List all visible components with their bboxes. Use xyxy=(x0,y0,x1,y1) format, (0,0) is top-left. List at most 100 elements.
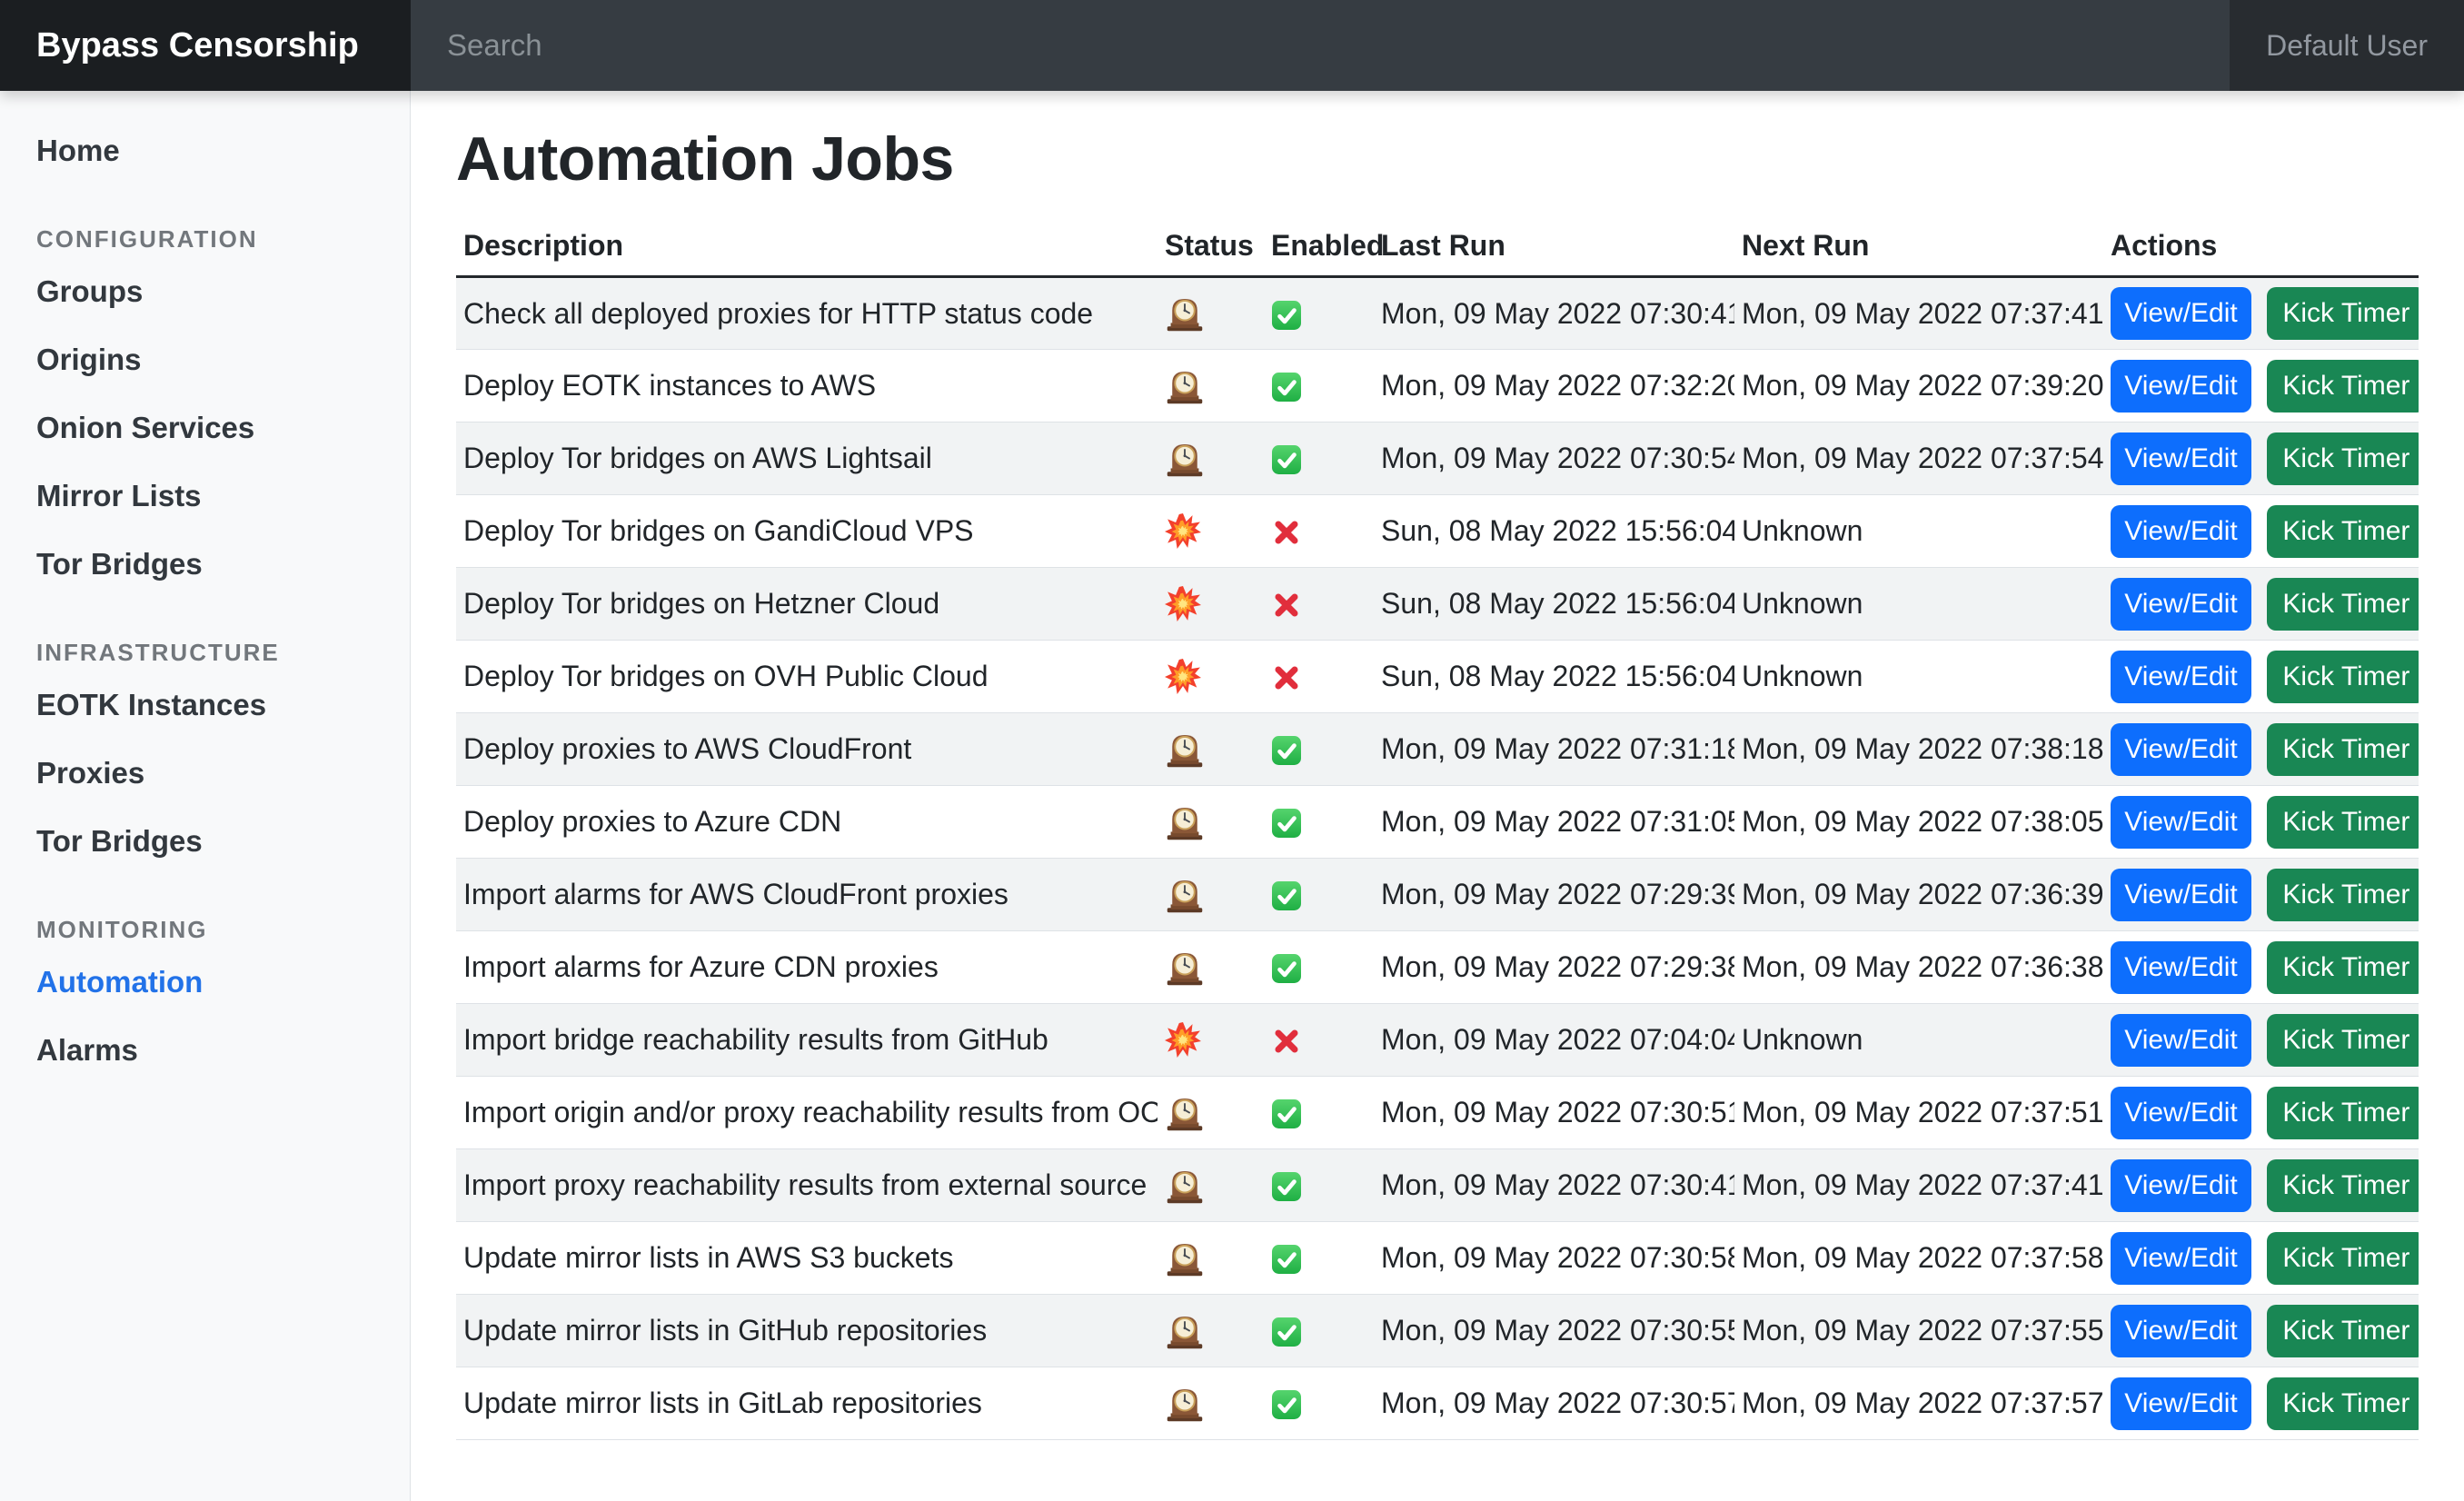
view-edit-button[interactable]: View/Edit xyxy=(2111,1158,2251,1212)
kick-timer-button[interactable]: Kick Timer xyxy=(2266,1304,2419,1357)
view-edit-button[interactable]: View/Edit xyxy=(2111,868,2251,921)
view-edit-button[interactable]: View/Edit xyxy=(2111,1086,2251,1139)
view-edit-button[interactable]: View/Edit xyxy=(2111,577,2251,631)
enabled-check-icon xyxy=(1272,373,1301,403)
view-edit-button[interactable]: View/Edit xyxy=(2111,287,2251,340)
kick-timer-button[interactable]: Kick Timer xyxy=(2266,1013,2419,1067)
table-row: Deploy proxies to Azure CDN xyxy=(456,786,2419,859)
enabled-check-icon xyxy=(1272,1390,1301,1420)
job-description: Update mirror lists in AWS S3 buckets xyxy=(463,1241,954,1274)
sidebar-item-automation[interactable]: Automation xyxy=(36,964,204,999)
job-last-run: Mon, 09 May 2022 07:04:04 xyxy=(1381,1023,1734,1056)
enabled-check-icon xyxy=(1272,1172,1301,1202)
kick-timer-button[interactable]: Kick Timer xyxy=(2266,650,2419,703)
job-last-run: Mon, 09 May 2022 07:31:05 xyxy=(1381,805,1734,838)
sidebar: Home CONFIGURATION Groups Origins Onion … xyxy=(0,91,411,1501)
kick-timer-button[interactable]: Kick Timer xyxy=(2266,1158,2419,1212)
view-edit-button[interactable]: View/Edit xyxy=(2111,1013,2251,1067)
job-last-run: Mon, 09 May 2022 07:30:41 xyxy=(1381,1168,1734,1201)
user-menu[interactable]: Default User xyxy=(2230,0,2464,91)
view-edit-button[interactable]: View/Edit xyxy=(2111,1304,2251,1357)
view-edit-button[interactable]: View/Edit xyxy=(2111,795,2251,849)
enabled-check-icon xyxy=(1272,1245,1301,1275)
table-row: Deploy Tor bridges on GandiCloud VPS xyxy=(456,495,2419,568)
job-last-run: Mon, 09 May 2022 07:30:58 xyxy=(1381,1241,1734,1274)
table-row: Deploy proxies to AWS CloudFront xyxy=(456,712,2419,786)
sidebar-item-tor-bridges[interactable]: Tor Bridges xyxy=(36,823,203,858)
kick-timer-button[interactable]: Kick Timer xyxy=(2266,1231,2419,1285)
table-row: Import alarms for Azure CDN proxies xyxy=(456,931,2419,1004)
table-row: Deploy Tor bridges on OVH Public Cloud xyxy=(456,641,2419,713)
sidebar-item-mirror-lists[interactable]: Mirror Lists xyxy=(36,478,202,512)
job-last-run: Sun, 08 May 2022 15:56:04 xyxy=(1381,587,1734,620)
job-description: Check all deployed proxies for HTTP stat… xyxy=(463,296,1094,330)
collision-icon xyxy=(1165,658,1201,694)
main-content: Automation Jobs Description Status Enabl… xyxy=(411,91,2464,1501)
enabled-check-icon xyxy=(1272,445,1301,475)
job-description: Import origin and/or proxy reachability … xyxy=(463,1096,1157,1128)
disabled-cross-icon xyxy=(1275,521,1298,544)
mantel-clock-icon xyxy=(1167,1388,1203,1422)
sidebar-item-home[interactable]: Home xyxy=(36,133,120,167)
view-edit-button[interactable]: View/Edit xyxy=(2111,359,2251,413)
job-last-run: Mon, 09 May 2022 07:30:51 xyxy=(1381,1096,1734,1128)
job-description: Deploy proxies to AWS CloudFront xyxy=(463,732,912,765)
sidebar-item-alarms[interactable]: Alarms xyxy=(36,1032,138,1067)
column-enabled: Enabled xyxy=(1264,216,1384,278)
sidebar-item-onion-services[interactable]: Onion Services xyxy=(36,410,255,444)
table-row: Check all deployed proxies for HTTP stat… xyxy=(456,276,2419,350)
job-next-run: Mon, 09 May 2022 07:37:58 xyxy=(1742,1241,2103,1274)
enabled-check-icon xyxy=(1272,881,1301,911)
job-next-run: Mon, 09 May 2022 07:37:54 xyxy=(1742,442,2103,474)
page-title: Automation Jobs xyxy=(456,124,954,194)
kick-timer-button[interactable]: Kick Timer xyxy=(2266,722,2419,776)
view-edit-button[interactable]: View/Edit xyxy=(2111,432,2251,485)
kick-timer-button[interactable]: Kick Timer xyxy=(2266,940,2419,994)
job-description: Import alarms for AWS CloudFront proxies xyxy=(463,878,1008,910)
job-next-run: Mon, 09 May 2022 07:36:38 xyxy=(1742,950,2103,983)
kick-timer-button[interactable]: Kick Timer xyxy=(2266,359,2419,413)
column-last-run: Last Run xyxy=(1374,216,1734,278)
sidebar-section-header: INFRASTRUCTURE xyxy=(36,638,280,666)
table-row: Import bridge reachability results from … xyxy=(456,1003,2419,1077)
enabled-check-icon xyxy=(1272,300,1301,330)
sidebar-item-eotk-instances[interactable]: EOTK Instances xyxy=(36,687,267,721)
job-last-run: Mon, 09 May 2022 07:29:39 xyxy=(1381,878,1734,910)
search-input[interactable] xyxy=(411,0,2231,91)
disabled-cross-icon xyxy=(1275,1029,1298,1053)
table-row: Deploy EOTK instances to AWS xyxy=(456,350,2419,422)
sidebar-item-origins[interactable]: Origins xyxy=(36,342,142,376)
collision-icon xyxy=(1165,512,1201,549)
disabled-cross-icon xyxy=(1275,593,1298,617)
kick-timer-button[interactable]: Kick Timer xyxy=(2266,1377,2419,1430)
sidebar-item-proxies[interactable]: Proxies xyxy=(36,755,145,790)
kick-timer-button[interactable]: Kick Timer xyxy=(2266,577,2419,631)
view-edit-button[interactable]: View/Edit xyxy=(2111,722,2251,776)
view-edit-button[interactable]: View/Edit xyxy=(2111,1377,2251,1430)
kick-timer-button[interactable]: Kick Timer xyxy=(2266,795,2419,849)
view-edit-button[interactable]: View/Edit xyxy=(2111,1231,2251,1285)
column-actions: Actions xyxy=(2103,216,2419,278)
kick-timer-button[interactable]: Kick Timer xyxy=(2266,504,2419,558)
mantel-clock-icon xyxy=(1167,1170,1203,1204)
kick-timer-button[interactable]: Kick Timer xyxy=(2266,432,2419,485)
table-row: Import alarms for AWS CloudFront proxies xyxy=(456,858,2419,931)
enabled-check-icon xyxy=(1272,1099,1301,1129)
sidebar-item-tor-bridges[interactable]: Tor Bridges xyxy=(36,546,203,581)
kick-timer-button[interactable]: Kick Timer xyxy=(2266,287,2419,340)
table-row: Import proxy reachability results from e… xyxy=(456,1148,2419,1222)
view-edit-button[interactable]: View/Edit xyxy=(2111,504,2251,558)
view-edit-button[interactable]: View/Edit xyxy=(2111,650,2251,703)
app-brand[interactable]: Bypass Censorship xyxy=(0,0,411,91)
top-navbar: Bypass Censorship Default User xyxy=(0,0,2464,91)
job-last-run: Mon, 09 May 2022 07:29:38 xyxy=(1381,950,1734,983)
view-edit-button[interactable]: View/Edit xyxy=(2111,940,2251,994)
table-row: Deploy Tor bridges on Hetzner Cloud xyxy=(456,567,2419,641)
mantel-clock-icon xyxy=(1167,734,1203,768)
kick-timer-button[interactable]: Kick Timer xyxy=(2266,868,2419,921)
enabled-check-icon xyxy=(1272,1317,1301,1347)
search-bar xyxy=(411,0,2231,91)
sidebar-item-groups[interactable]: Groups xyxy=(36,273,144,308)
job-next-run: Mon, 09 May 2022 07:36:39 xyxy=(1742,878,2103,910)
kick-timer-button[interactable]: Kick Timer xyxy=(2266,1086,2419,1139)
